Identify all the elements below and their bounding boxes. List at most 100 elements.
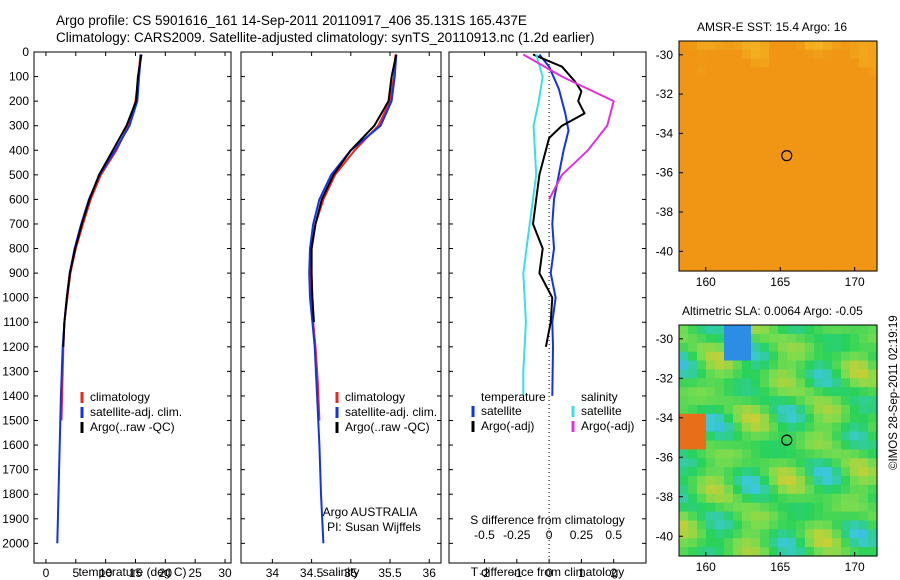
sst-map-cell: [868, 235, 878, 245]
sla-map-cell: [706, 502, 716, 513]
sst-map-cell: [679, 67, 689, 77]
sst-map-cell: [868, 58, 878, 69]
sst-map-cell: [688, 235, 698, 245]
sla-map-cell: [778, 413, 788, 424]
sla-map-cell: [814, 458, 824, 468]
sla-map-cell: [751, 387, 761, 397]
sst-map-cell: [769, 262, 779, 272]
sst-map-cell: [751, 217, 761, 228]
sla-map-cell: [688, 333, 698, 344]
sla-map-cell: [805, 547, 815, 557]
sst-map-cell: [697, 156, 707, 166]
sla-map-cell: [787, 369, 797, 379]
sla-map-cell: [850, 449, 860, 459]
sst-map-cell: [796, 191, 806, 201]
sla-map-cell: [742, 351, 752, 362]
sst-map-cell: [832, 76, 842, 86]
sst-map-cell: [841, 76, 851, 86]
sla-map-cell: [850, 511, 860, 522]
sla-map-cell: [859, 342, 869, 353]
sst-map-cell: [706, 120, 716, 130]
sst-map-cell: [688, 94, 698, 104]
sst-map-cell: [814, 253, 824, 263]
sla-map-lon-label: 165: [770, 560, 790, 574]
sla-map-cell: [688, 342, 698, 353]
sla-map-cell: [814, 360, 824, 370]
sst-map-cell: [814, 129, 824, 139]
legend-label: Argo(-adj): [481, 419, 534, 433]
sst-map-cell: [859, 244, 869, 254]
sla-map-cell: [679, 467, 689, 477]
sst-map-cell: [868, 209, 878, 219]
sst-map-cell: [832, 85, 842, 95]
sst-map-cell: [724, 138, 734, 148]
sst-map-cell: [841, 262, 851, 272]
sla-map-cell: [787, 529, 797, 539]
sla-map-cell: [715, 467, 725, 477]
sst-map-cell: [742, 120, 752, 130]
sla-map-cell: [859, 520, 869, 530]
sst-map-cell: [787, 58, 797, 69]
sla-map-cell: [724, 547, 734, 557]
sst-map-cell: [679, 235, 689, 245]
sst-map-cell: [679, 41, 689, 51]
sst-map-cell: [733, 156, 743, 166]
sst-map-cell: [796, 49, 806, 60]
sst-map-cell: [823, 262, 833, 272]
sla-map-cell: [823, 422, 833, 433]
sst-map-cell: [832, 209, 842, 219]
sst-map-cell: [859, 253, 869, 263]
sla-map-cell: [832, 333, 842, 344]
sla-map-cell: [841, 325, 851, 335]
sst-map-cell: [796, 226, 806, 237]
sla-map-cell: [850, 396, 860, 406]
sst-map-cell: [724, 173, 734, 184]
pi-label: PI: Susan Wijffels: [327, 520, 421, 534]
sst-map-cell: [823, 58, 833, 69]
sst-map-cell: [715, 226, 725, 237]
sst-map-cell: [868, 156, 878, 166]
sst-map-cell: [769, 244, 779, 254]
sla-map-cell: [688, 387, 698, 397]
sla-map-cell: [697, 449, 707, 459]
sst-map-cell: [706, 138, 716, 148]
sla-map-cell: [868, 538, 878, 548]
sla-map-cell: [823, 484, 833, 495]
sst-map-cell: [814, 156, 824, 166]
sst-map-cell: [679, 85, 689, 95]
sla-map-cell: [733, 405, 743, 415]
sla-map-cell: [688, 484, 698, 495]
sst-map-cell: [769, 111, 779, 122]
sst-map-cell: [697, 120, 707, 130]
sst-map-cell: [706, 209, 716, 219]
sst-map-cell: [796, 76, 806, 86]
sla-map-lon-label: 160: [696, 560, 716, 574]
sst-map-cell: [841, 173, 851, 184]
sla-map-cell: [814, 484, 824, 495]
sla-map-cell: [859, 396, 869, 406]
sla-map-cell: [778, 333, 788, 344]
sla-map-cell: [787, 333, 797, 344]
sla-map-cell: [832, 369, 842, 379]
sla-map-cell: [796, 325, 806, 335]
sst-map-cell: [823, 253, 833, 263]
sla-map-cell: [697, 369, 707, 379]
sla-map-cell: [742, 467, 752, 477]
sst-map-cell: [769, 120, 779, 130]
sla-map-cell: [715, 493, 725, 504]
sst-map-cell: [688, 226, 698, 237]
sst-map-lat-label: -32: [656, 87, 674, 101]
sst-map-cell: [814, 226, 824, 237]
sla-map-cell: [751, 396, 761, 406]
salinity-panel-series-2: [310, 54, 398, 323]
sst-map-cell: [769, 49, 779, 60]
sst-map-lon-label: 165: [770, 275, 790, 289]
sla-map-cell: [787, 387, 797, 397]
sla-map-cell: [715, 422, 725, 433]
sla-map-cell: [859, 333, 869, 344]
sla-map-cell: [850, 493, 860, 504]
sst-map-cell: [751, 76, 761, 86]
sst-map-cell: [841, 200, 851, 210]
sla-map-cell: [796, 405, 806, 415]
sst-map-cell: [859, 76, 869, 86]
